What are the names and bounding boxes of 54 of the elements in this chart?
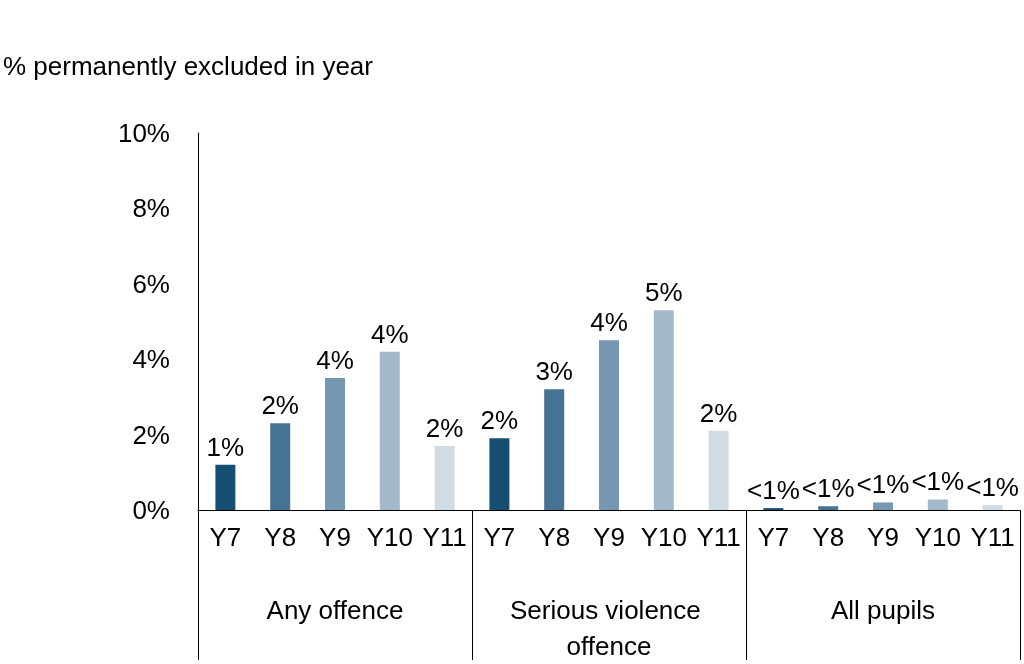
y-tick-label: 0% <box>132 495 170 525</box>
bar <box>544 389 565 510</box>
bar <box>873 502 893 510</box>
text: Y10 <box>640 522 687 552</box>
y-tick-label: 4% <box>132 344 170 375</box>
bar <box>818 506 839 510</box>
data-label: 4% <box>316 345 354 376</box>
bar <box>598 340 619 510</box>
text: Y9 <box>867 522 899 552</box>
series-label: Y8 <box>812 522 845 552</box>
text: Y10 <box>914 522 961 552</box>
series-label: Y10 <box>366 522 413 552</box>
y-tick-label: 2% <box>132 419 170 450</box>
data-label: <1% <box>801 473 855 504</box>
text: Y11 <box>696 522 741 552</box>
text: Y11 <box>970 522 1015 552</box>
data-label: 2% <box>261 390 299 421</box>
data-label: 4% <box>371 318 409 349</box>
data-label: <1% <box>911 466 965 497</box>
data-label: <1% <box>747 475 800 506</box>
text: Y8 <box>264 522 297 552</box>
bar <box>708 430 729 510</box>
bar <box>489 438 510 510</box>
data-label: <1% <box>966 472 1019 503</box>
x-tick-label: All pupils <box>830 595 936 625</box>
data-label: 2% <box>425 412 464 443</box>
text: Y7 <box>209 522 242 552</box>
bar <box>270 423 291 510</box>
series-label: Y11 <box>422 522 467 552</box>
x-tick-label: Serious violence offence <box>509 595 708 661</box>
data-label: 4% <box>590 307 628 338</box>
series-label: Y7 <box>483 522 516 552</box>
bar <box>927 499 948 510</box>
x-tick-label: Any offence <box>266 595 404 625</box>
y-tick-label: 8% <box>132 193 170 224</box>
data-label: 2% <box>699 397 738 428</box>
data-label: <1% <box>856 469 910 500</box>
data-label: 3% <box>535 356 573 387</box>
bar <box>653 310 674 510</box>
bar <box>434 445 455 510</box>
bar <box>215 464 236 510</box>
data-label: 1% <box>206 431 245 462</box>
bar <box>982 505 1003 510</box>
text: Y9 <box>319 522 351 552</box>
y-tick-label: 6% <box>132 268 170 299</box>
y-axis-title: % permanently excluded in year <box>3 51 374 81</box>
y-tick-label: 10% <box>117 118 170 148</box>
data-label: 5% <box>645 277 683 308</box>
bar <box>324 378 345 510</box>
text: Y7 <box>757 522 790 552</box>
data-label: 2% <box>480 405 519 436</box>
text: Y8 <box>538 522 571 552</box>
bar <box>379 351 400 510</box>
series-label: Y9 <box>593 522 625 552</box>
